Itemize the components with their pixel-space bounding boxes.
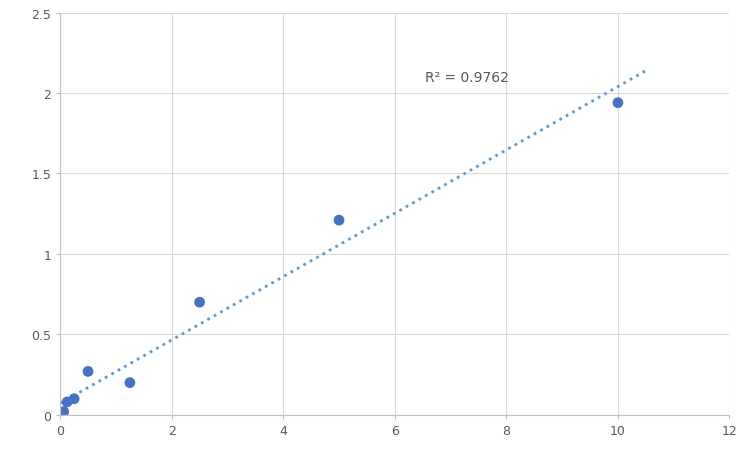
Point <box>193 299 205 306</box>
Point <box>54 411 66 419</box>
Point <box>58 408 70 415</box>
Point <box>82 368 94 375</box>
Point <box>333 217 345 224</box>
Point <box>61 399 73 406</box>
Point <box>68 395 80 402</box>
Point <box>612 100 624 107</box>
Text: R² = 0.9762: R² = 0.9762 <box>426 71 509 85</box>
Point <box>124 379 136 387</box>
